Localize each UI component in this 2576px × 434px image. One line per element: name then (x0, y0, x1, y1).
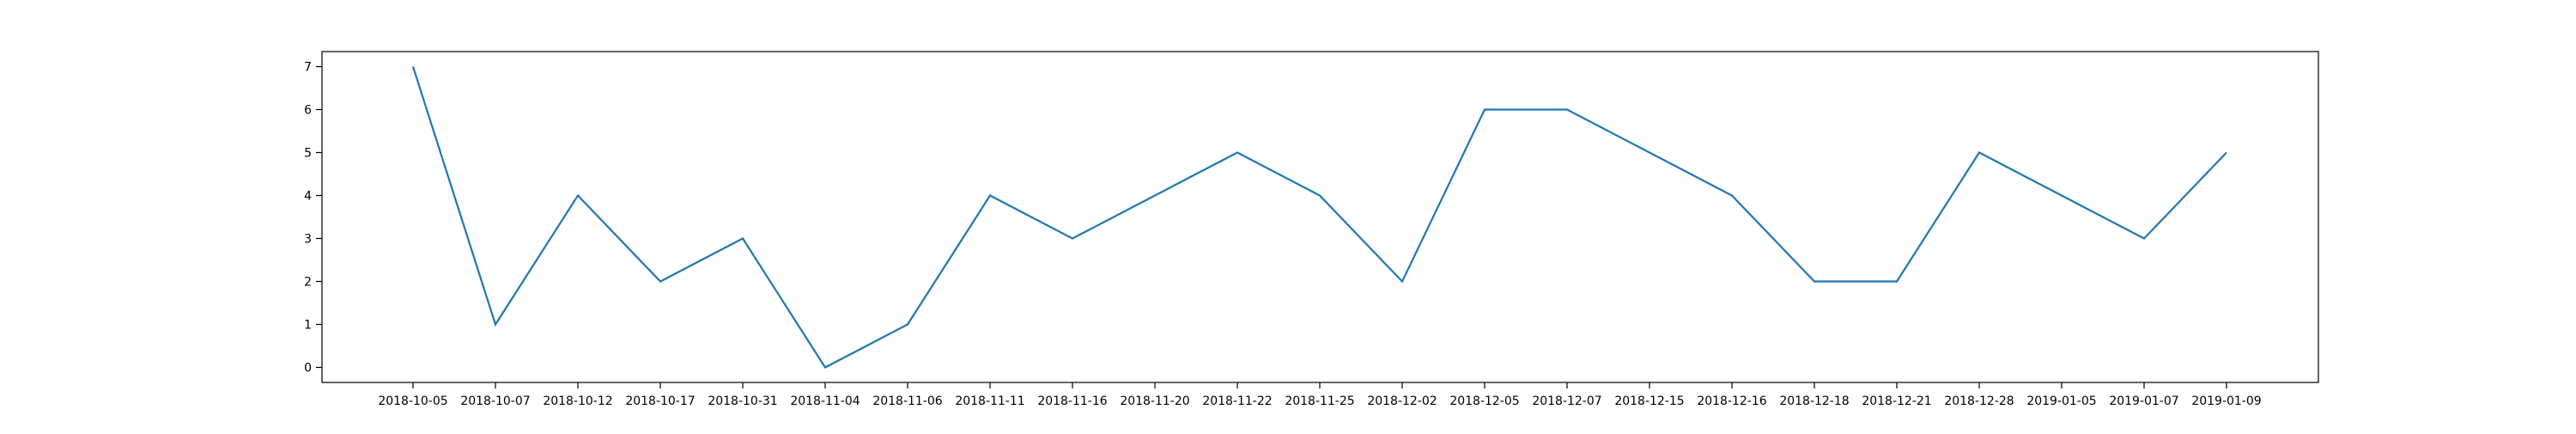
x-tick-label: 2018-12-16 (1697, 394, 1766, 408)
y-tick-label: 1 (304, 319, 312, 333)
series-line (411, 66, 2227, 369)
x-tick-label: 2018-11-16 (1037, 394, 1107, 408)
y-tick-label: 5 (304, 147, 312, 161)
x-tick-label: 2019-01-09 (2191, 394, 2261, 408)
x-tick-label: 2018-11-22 (1202, 394, 1272, 408)
y-tick-label: 4 (304, 190, 312, 204)
x-tick-label: 2018-10-31 (708, 394, 777, 408)
x-tick-label: 2018-11-04 (790, 394, 860, 408)
x-tick-label: 2018-12-02 (1367, 394, 1437, 408)
x-tick-label: 2018-11-06 (872, 394, 942, 408)
y-tick-label: 7 (304, 61, 312, 75)
x-tick-label: 2018-12-15 (1614, 394, 1684, 408)
x-tick-label: 2018-10-05 (378, 394, 447, 408)
x-tick-label: 2018-10-17 (625, 394, 695, 408)
x-tick-label: 2018-12-21 (1862, 394, 1931, 408)
y-tick-label: 3 (304, 233, 312, 247)
x-axis: 2018-10-05 2018-10-07 2018-10-12 2018-10-17… (378, 382, 2262, 408)
x-tick-label: 2018-12-18 (1779, 394, 1849, 408)
y-axis: 0 1 2 3 4 5 6 7 (304, 61, 322, 376)
x-tick-label: 2018-11-11 (955, 394, 1024, 408)
x-tick-label: 2018-10-07 (460, 394, 530, 408)
x-tick-label: 2019-01-07 (2109, 394, 2178, 408)
y-tick-label: 0 (304, 362, 312, 376)
x-tick-label: 2018-12-28 (1944, 394, 2014, 408)
x-tick-label: 2018-11-25 (1285, 394, 1354, 408)
y-tick-label: 2 (304, 276, 312, 290)
y-tick-label: 6 (304, 104, 312, 118)
x-tick-label: 2018-12-07 (1532, 394, 1601, 408)
plot-area (321, 51, 2319, 383)
x-tick-label: 2018-12-05 (1449, 394, 1519, 408)
x-tick-label: 2018-10-12 (543, 394, 612, 408)
x-tick-label: 2019-01-05 (2026, 394, 2096, 408)
x-tick-label: 2018-11-20 (1120, 394, 1189, 408)
